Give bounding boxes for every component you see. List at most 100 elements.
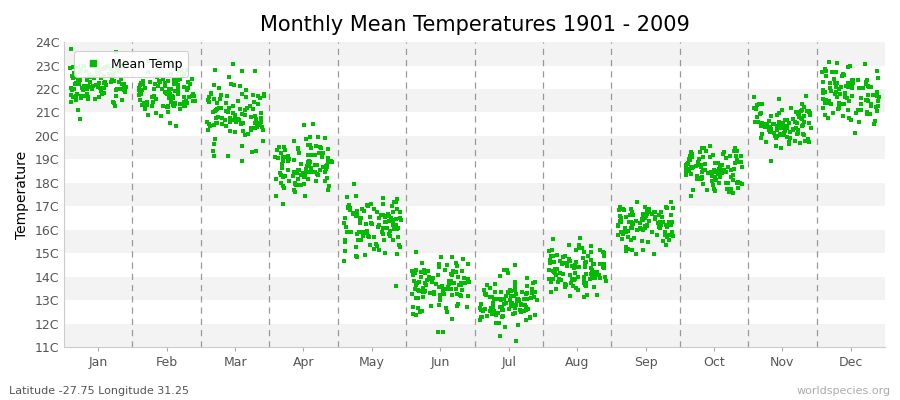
Point [751, 118, 765, 125]
Point [777, 129, 791, 136]
Point [367, 234, 382, 240]
Point [721, 180, 735, 186]
Point [112, 79, 127, 85]
Point [547, 259, 562, 266]
Point [727, 160, 742, 166]
Point [440, 309, 454, 316]
Point [489, 319, 503, 326]
Point [450, 303, 464, 309]
Point [96, 66, 111, 72]
Point [147, 93, 161, 99]
Point [299, 166, 313, 172]
Point [241, 131, 256, 137]
Point [525, 286, 539, 292]
Point [692, 162, 706, 168]
Point [782, 129, 796, 136]
Point [597, 250, 611, 256]
Point [234, 121, 248, 128]
Point [168, 100, 183, 106]
Point [766, 121, 780, 127]
Point [682, 153, 697, 160]
Point [728, 145, 742, 151]
Point [476, 308, 491, 314]
Point [151, 82, 166, 89]
Point [624, 206, 638, 212]
Point [148, 81, 162, 87]
Point [615, 236, 629, 243]
Point [690, 176, 705, 182]
Point [364, 200, 378, 207]
Point [846, 78, 860, 85]
Point [860, 97, 874, 103]
Point [475, 314, 490, 320]
Point [494, 289, 508, 295]
Point [496, 312, 510, 319]
Point [640, 222, 654, 228]
Point [797, 113, 812, 119]
Point [815, 105, 830, 112]
Point [77, 63, 92, 69]
Point [68, 80, 83, 86]
Point [63, 64, 77, 71]
Point [558, 281, 572, 288]
Point [220, 92, 235, 99]
Point [228, 129, 242, 136]
Point [819, 72, 833, 79]
Point [369, 240, 383, 247]
Point [871, 97, 886, 104]
Point [164, 86, 178, 93]
Point [166, 81, 181, 87]
Point [819, 97, 833, 103]
Point [750, 114, 764, 121]
Point [652, 224, 666, 230]
Point [637, 222, 652, 229]
Point [102, 71, 116, 78]
Point [818, 89, 832, 96]
Point [762, 124, 777, 130]
Point [137, 102, 151, 109]
Point [162, 86, 176, 92]
Point [869, 104, 884, 111]
Point [854, 95, 868, 102]
Point [247, 99, 261, 106]
Point [509, 298, 524, 304]
Point [173, 76, 187, 82]
Point [370, 209, 384, 216]
Point [525, 290, 539, 296]
Point [318, 135, 332, 141]
Point [202, 121, 216, 128]
Point [135, 102, 149, 108]
Point [707, 168, 722, 175]
Point [770, 123, 784, 129]
Point [802, 108, 816, 114]
Point [762, 118, 777, 124]
Point [160, 78, 175, 84]
Point [441, 278, 455, 284]
Point [207, 140, 221, 147]
Point [714, 170, 728, 176]
Point [276, 144, 291, 150]
Point [454, 287, 469, 294]
Point [145, 103, 159, 110]
Point [80, 77, 94, 83]
Point [110, 86, 124, 92]
Point [775, 106, 789, 113]
Point [226, 103, 240, 109]
Point [417, 289, 431, 296]
Point [303, 142, 318, 148]
Point [790, 126, 805, 133]
Point [451, 301, 465, 308]
Point [354, 236, 368, 243]
Point [486, 302, 500, 308]
Point [303, 169, 318, 176]
Point [804, 125, 818, 132]
Point [107, 70, 122, 76]
Point [293, 160, 308, 167]
Point [446, 280, 461, 286]
Point [562, 242, 576, 248]
Point [158, 89, 173, 96]
Point [679, 172, 693, 178]
Point [680, 160, 695, 166]
Point [776, 120, 790, 126]
Point [254, 116, 268, 122]
